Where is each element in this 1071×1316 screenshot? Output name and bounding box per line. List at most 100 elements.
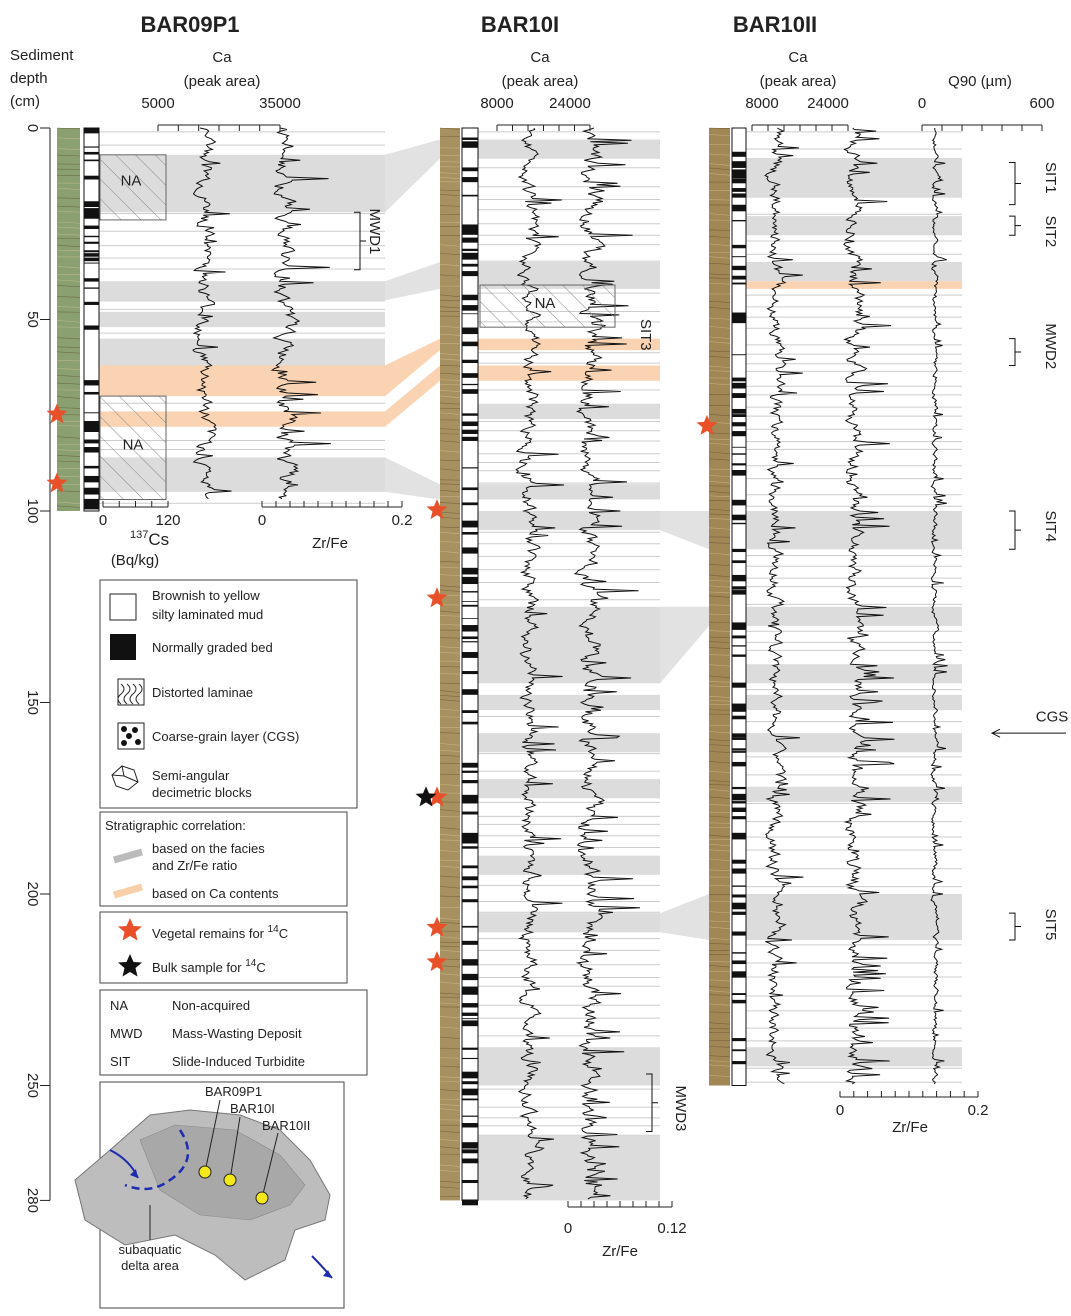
graded-bed	[462, 583, 478, 584]
graded-bed	[462, 167, 478, 169]
graded-bed	[732, 179, 746, 184]
bracket	[1009, 339, 1021, 366]
graded-bed	[462, 1089, 478, 1096]
gray-band	[99, 281, 385, 300]
graded-bed	[462, 342, 478, 347]
facies-log	[84, 128, 99, 511]
graded-bed	[462, 271, 478, 276]
graded-bed	[462, 313, 478, 314]
graded-bed	[462, 521, 478, 528]
graded-bed	[84, 440, 99, 444]
depth-tick-label: 0	[24, 124, 41, 132]
annotation: MWD3	[672, 1086, 689, 1132]
graded-bed	[462, 846, 478, 848]
graded-bed	[462, 812, 478, 815]
gray-band	[746, 894, 962, 940]
map-label: BAR09P1	[205, 1084, 262, 1099]
graded-bed	[84, 492, 99, 495]
graded-bed	[732, 683, 746, 688]
axis-title: Ca	[530, 49, 550, 66]
graded-bed	[732, 523, 746, 524]
depth-tick-label: 150	[24, 690, 41, 715]
graded-bed	[462, 264, 478, 267]
legend-label: and Zr/Fe ratio	[152, 858, 237, 873]
graded-bed	[462, 1159, 478, 1164]
graded-bed	[462, 389, 478, 394]
tick-label: 8000	[745, 95, 778, 112]
graded-bed	[732, 1061, 746, 1064]
graded-bed	[84, 325, 99, 329]
graded-bed	[462, 138, 478, 140]
graded-bed	[462, 330, 478, 334]
annotation: SIT3	[637, 319, 654, 351]
graded-bed	[462, 652, 478, 658]
graded-bed	[462, 487, 478, 490]
core-photo	[709, 128, 730, 1086]
gray-band	[478, 1047, 660, 1085]
graded-bed	[462, 1142, 478, 1148]
graded-bed	[732, 716, 746, 720]
graded-bed	[732, 152, 746, 157]
graded-bed	[732, 751, 746, 753]
graded-bed	[732, 575, 746, 581]
graded-bed	[84, 380, 99, 385]
graded-bed	[462, 422, 478, 427]
graded-bed	[84, 504, 99, 510]
graded-bed	[732, 645, 746, 646]
axis-title: (peak area)	[184, 73, 261, 90]
graded-bed	[462, 605, 478, 607]
graded-bed	[84, 160, 99, 162]
graded-bed	[462, 1048, 478, 1050]
graded-bed	[732, 626, 746, 630]
graded-bed	[732, 748, 746, 750]
tick-label: 8000	[480, 95, 513, 112]
graded-bed	[462, 238, 478, 243]
graded-bed	[462, 413, 478, 415]
graded-bed	[462, 1123, 478, 1127]
graded-bed	[462, 618, 478, 619]
legend-label: decimetric blocks	[152, 785, 252, 800]
graded-bed	[84, 213, 99, 218]
tick-label: 120	[155, 512, 180, 529]
cgs-arrow	[992, 729, 1066, 737]
annotation: MWD2	[1042, 323, 1059, 369]
graded-bed	[732, 266, 746, 270]
depth-tick-label: 280	[24, 1188, 41, 1213]
graded-bed	[732, 993, 746, 995]
abbr: SIT	[110, 1054, 130, 1069]
graded-bed	[462, 625, 478, 631]
graded-bed	[462, 141, 478, 147]
core-photo	[440, 128, 460, 1200]
legend-label: silty laminated mud	[152, 607, 263, 622]
abbr: NA	[110, 998, 128, 1013]
gray-band	[478, 607, 660, 684]
graded-bed	[462, 1003, 478, 1007]
tick-label: 0	[258, 512, 266, 529]
graded-bed	[462, 579, 478, 583]
graded-bed	[462, 1149, 478, 1153]
graded-bed	[462, 641, 478, 642]
graded-bed	[732, 453, 746, 454]
tick-label: 5000	[141, 95, 174, 112]
legend-label: based on the facies	[152, 841, 265, 856]
graded-bed	[462, 1180, 478, 1183]
graded-bed	[462, 1024, 478, 1026]
gray-band	[746, 607, 962, 626]
graded-bed	[732, 414, 746, 417]
axis-title: Zr/Fe	[312, 535, 348, 552]
graded-bed	[462, 1081, 478, 1084]
graded-bed	[462, 253, 478, 260]
depth-label: Sediment	[10, 47, 74, 64]
graded-bed	[462, 430, 478, 434]
legend-title: Stratigraphic correlation:	[105, 818, 246, 833]
gray-band	[746, 664, 962, 683]
axis-title: (peak area)	[760, 73, 837, 90]
graded-bed	[462, 800, 478, 803]
graded-bed	[462, 601, 478, 602]
graded-bed	[732, 500, 746, 506]
axis-title: Zr/Fe	[892, 1119, 928, 1136]
graded-bed	[462, 865, 478, 868]
tick-label: 0	[918, 95, 926, 112]
gray-band	[478, 856, 660, 875]
